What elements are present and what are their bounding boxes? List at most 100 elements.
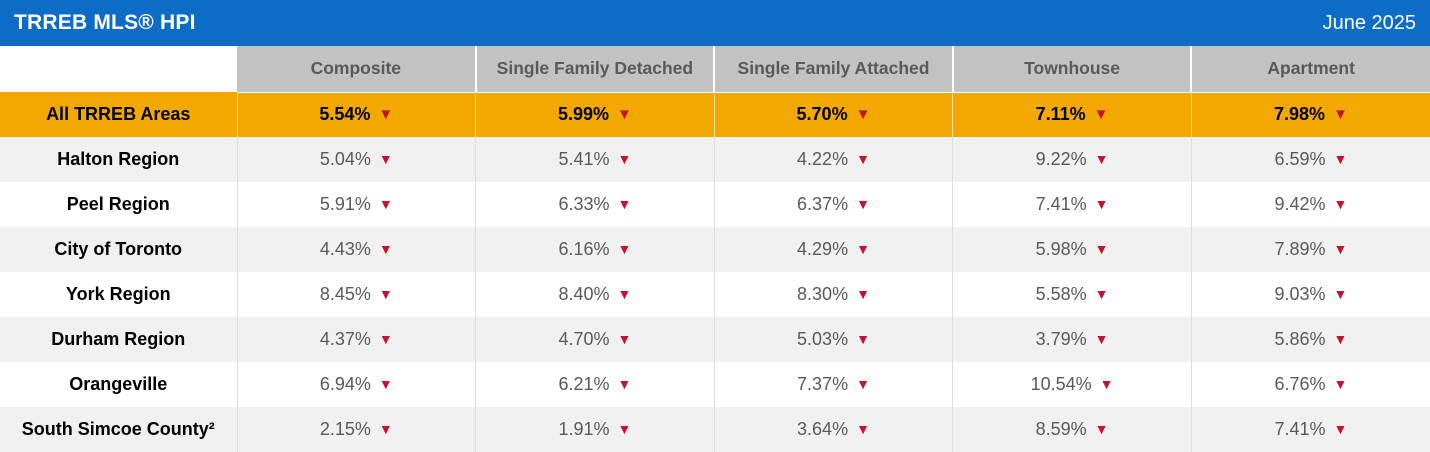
down-arrow-icon: ▼ <box>1094 421 1109 437</box>
percent-value: 6.33% <box>558 194 610 214</box>
row-label: York Region <box>0 272 237 317</box>
value-cell: 7.37% ▼ <box>713 362 953 407</box>
percent-value: 3.79% <box>1035 329 1087 349</box>
row-label: Halton Region <box>0 137 237 182</box>
value-cell: 5.98% ▼ <box>952 227 1192 272</box>
down-arrow-icon: ▼ <box>1094 286 1109 302</box>
percent-value: 5.03% <box>797 329 849 349</box>
value-cell: 6.76% ▼ <box>1190 362 1430 407</box>
percent-value: 8.59% <box>1035 419 1087 439</box>
row-orangeville: Orangeville 6.94% ▼ 6.21% ▼ 7.37% ▼ 10.54% ▼… <box>0 362 1430 407</box>
hpi-table: Composite Single Family Detached Single … <box>0 46 1430 452</box>
value-cell: 5.54% ▼ <box>236 92 476 137</box>
down-arrow-icon: ▼ <box>856 196 870 212</box>
row-york-region: York Region 8.45% ▼ 8.40% ▼ 8.30% ▼ 5.58% ▼ … <box>0 272 1430 317</box>
column-header-townhouse: Townhouse <box>951 46 1192 93</box>
value-cell: 4.70% ▼ <box>475 317 715 362</box>
down-arrow-icon: ▼ <box>378 241 393 257</box>
percent-value: 5.98% <box>1035 239 1087 259</box>
value-cell: 6.33% ▼ <box>475 182 715 227</box>
down-arrow-icon: ▼ <box>617 241 632 257</box>
down-arrow-icon: ▼ <box>1094 196 1109 212</box>
percent-value: 3.64% <box>797 419 849 439</box>
value-cell: 2.15% ▼ <box>236 407 476 452</box>
value-cell: 8.40% ▼ <box>475 272 715 317</box>
value-cell: 7.98% ▼ <box>1190 92 1430 137</box>
value-cell: 4.29% ▼ <box>713 227 953 272</box>
down-arrow-icon: ▼ <box>856 421 870 437</box>
down-arrow-icon: ▼ <box>1094 331 1109 347</box>
down-arrow-icon: ▼ <box>617 376 632 392</box>
value-cell: 4.43% ▼ <box>236 227 476 272</box>
percent-value: 7.98% <box>1273 104 1326 125</box>
down-arrow-icon: ▼ <box>856 376 870 392</box>
page-title: TRREB MLS® HPI <box>14 11 196 34</box>
row-halton-region: Halton Region 5.04% ▼ 5.41% ▼ 4.22% ▼ 9.22%… <box>0 137 1430 182</box>
down-arrow-icon: ▼ <box>1333 331 1348 347</box>
value-cell: 3.79% ▼ <box>952 317 1192 362</box>
down-arrow-icon: ▼ <box>856 286 870 302</box>
percent-value: 4.70% <box>558 329 610 349</box>
down-arrow-icon: ▼ <box>1333 241 1348 257</box>
row-label: Durham Region <box>0 317 237 362</box>
percent-value: 4.22% <box>797 149 849 169</box>
value-cell: 5.03% ▼ <box>713 317 953 362</box>
down-arrow-icon: ▼ <box>378 421 393 437</box>
value-cell: 7.41% ▼ <box>1190 407 1430 452</box>
percent-value: 7.89% <box>1274 239 1326 259</box>
column-header-composite: Composite <box>237 46 476 93</box>
percent-value: 8.30% <box>797 284 849 304</box>
row-peel-region: Peel Region 5.91% ▼ 6.33% ▼ 6.37% ▼ 7.41% ▼ … <box>0 182 1430 227</box>
value-cell: 3.64% ▼ <box>713 407 953 452</box>
value-cell: 5.99% ▼ <box>475 92 715 137</box>
percent-value: 8.40% <box>558 284 610 304</box>
percent-value: 5.41% <box>558 149 610 169</box>
value-cell: 1.91% ▼ <box>475 407 715 452</box>
percent-value: 9.42% <box>1274 194 1326 214</box>
value-cell: 5.41% ▼ <box>475 137 715 182</box>
down-arrow-icon: ▼ <box>378 331 393 347</box>
percent-value: 6.37% <box>797 194 849 214</box>
down-arrow-icon: ▼ <box>1333 421 1348 437</box>
percent-value: 6.59% <box>1274 149 1326 169</box>
down-arrow-icon: ▼ <box>1099 376 1114 392</box>
down-arrow-icon: ▼ <box>1333 151 1348 167</box>
value-cell: 5.70% ▼ <box>713 92 953 137</box>
row-label: South Simcoe County² <box>0 407 237 452</box>
down-arrow-icon: ▼ <box>1094 241 1109 257</box>
corner-cell <box>0 46 237 92</box>
value-cell: 5.86% ▼ <box>1190 317 1430 362</box>
value-cell: 5.58% ▼ <box>952 272 1192 317</box>
column-header-single-family-attached: Single Family Attached <box>713 46 953 93</box>
value-cell: 6.16% ▼ <box>475 227 715 272</box>
percent-value: 7.41% <box>1274 419 1326 439</box>
row-label: City of Toronto <box>0 227 237 272</box>
down-arrow-icon: ▼ <box>856 151 870 167</box>
row-south-simcoe-county: South Simcoe County² 2.15% ▼ 1.91% ▼ 3.64%… <box>0 407 1430 452</box>
value-cell: 5.04% ▼ <box>236 137 476 182</box>
title-bar: TRREB MLS® HPI June 2025 <box>0 0 1430 46</box>
value-cell: 7.89% ▼ <box>1190 227 1430 272</box>
value-cell: 9.22% ▼ <box>952 137 1192 182</box>
report-date: June 2025 <box>1322 11 1416 34</box>
percent-value: 6.21% <box>558 374 610 394</box>
percent-value: 5.91% <box>319 194 371 214</box>
value-cell: 4.22% ▼ <box>713 137 953 182</box>
row-label: Orangeville <box>0 362 237 407</box>
down-arrow-icon: ▼ <box>617 421 632 437</box>
row-all-trreb-areas: All TRREB Areas 5.54% ▼ 5.99% ▼ 5.70% ▼ 7.1… <box>0 92 1430 137</box>
down-arrow-icon: ▼ <box>617 286 632 302</box>
down-arrow-icon: ▼ <box>856 331 870 347</box>
down-arrow-icon: ▼ <box>1094 151 1109 167</box>
header-row: Composite Single Family Detached Single … <box>0 46 1430 93</box>
down-arrow-icon: ▼ <box>378 196 393 212</box>
value-cell: 6.21% ▼ <box>475 362 715 407</box>
percent-value: 7.11% <box>1035 104 1086 125</box>
value-cell: 6.94% ▼ <box>236 362 476 407</box>
value-cell: 8.45% ▼ <box>236 272 476 317</box>
down-arrow-icon: ▼ <box>378 151 393 167</box>
percent-value: 6.76% <box>1274 374 1326 394</box>
value-cell: 4.37% ▼ <box>236 317 476 362</box>
column-header-single-family-detached: Single Family Detached <box>474 46 715 93</box>
down-arrow-icon: ▼ <box>617 331 632 347</box>
